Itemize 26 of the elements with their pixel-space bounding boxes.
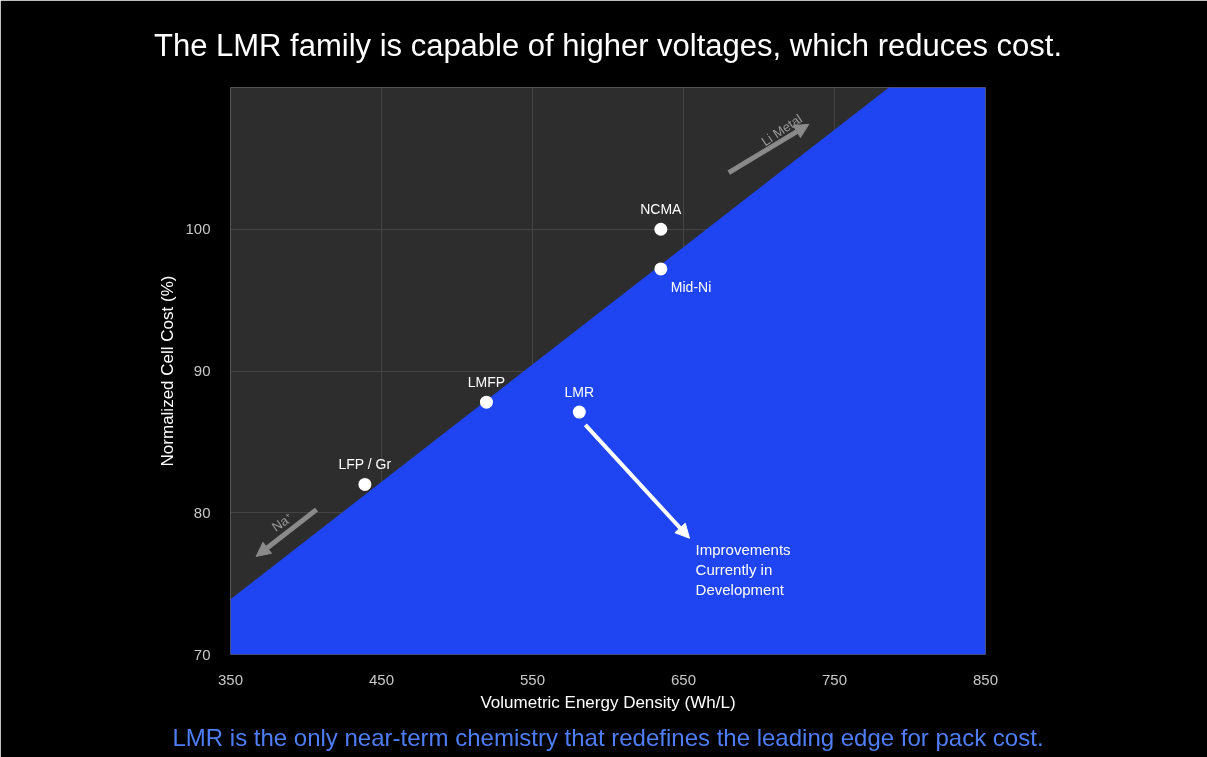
y-tick-label: 70 (193, 645, 211, 663)
point (654, 262, 668, 276)
annotation: LFP / Gr (338, 456, 392, 473)
annotation: Mid-Ni (670, 278, 712, 295)
y-tick-label: 90 (193, 362, 211, 379)
point (479, 395, 493, 409)
text: LMR is the only near-term chemistry that redefines the leading edge for pack cost. (172, 723, 1044, 751)
y-axis-title: Normalized Cell Cost (%) (158, 275, 178, 467)
x-tick-label: 750 (821, 670, 848, 688)
point (572, 405, 586, 419)
x-tick-label: 850 (972, 670, 999, 688)
y-tick-label: 100 (185, 220, 211, 238)
x-tick-label: 350 (217, 670, 244, 688)
point (654, 222, 668, 236)
y-tick-label: 80 (193, 503, 211, 521)
annotation: Improvements Currently in Development (695, 540, 791, 599)
chart-title: The LMR family is capable of higher voltages, which reduces cost. (153, 27, 1063, 63)
x-tick-label: 650 (670, 670, 697, 688)
annotation: LMR (564, 384, 595, 401)
x-tick-label: 550 (519, 670, 546, 688)
annotation: Na⁺ (269, 510, 295, 535)
x-tick-label: 450 (368, 670, 395, 688)
x-axis-title: Volumetric Energy Density (Wh/L) (480, 692, 736, 712)
annotation: NCMA (640, 201, 683, 218)
point (358, 477, 372, 491)
annotation: LMFP (467, 374, 506, 391)
